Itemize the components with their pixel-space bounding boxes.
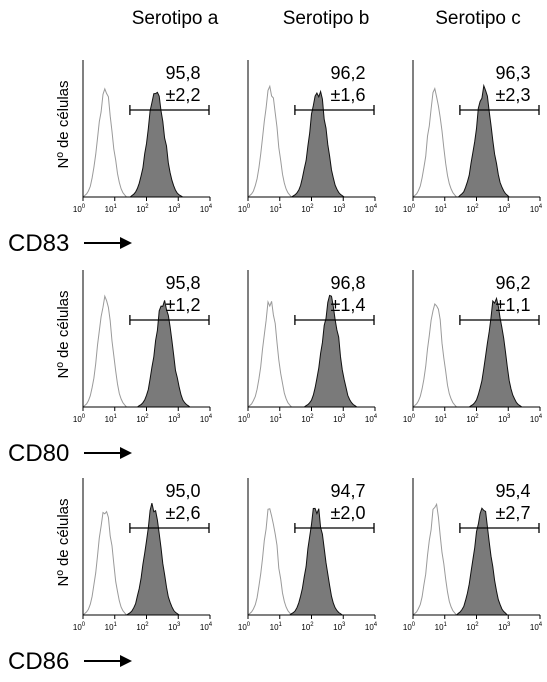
x-tick-label: 102 [136,414,149,424]
marker-histogram [248,507,375,616]
x-tick-label: 103 [333,414,346,424]
percent-label: 95,8 [165,63,200,83]
x-tick-label: 104 [530,414,543,424]
histogram-panel: 100 101 102 103 104 96,2±1,1 [403,270,543,424]
histogram-panel: 100 101 102 103 104 95,0±2,6 [73,478,213,632]
x-tick-label: 100 [403,622,416,632]
histogram-panel: 100 101 102 103 104 95,4±2,7 [403,478,543,632]
arrow-head [120,447,132,459]
marker-histogram [83,300,210,408]
percent-label: 96,2 [330,63,365,83]
x-tick-label: 101 [105,204,118,214]
x-tick-label: 104 [530,204,543,214]
sd-label: ±2,0 [331,503,366,523]
histogram-panel: 100 101 102 103 104 95,8±1,2 [73,270,213,424]
percent-label: 96,2 [495,273,530,293]
percent-label: 94,7 [330,481,365,501]
x-tick-label: 100 [403,204,416,214]
histogram-panel: 100 101 102 103 104 96,3±2,3 [403,60,543,214]
x-tick-label: 101 [270,622,283,632]
x-tick-label: 101 [435,204,448,214]
x-tick-label: 100 [238,414,251,424]
x-tick-label: 103 [333,204,346,214]
sd-label: ±1,6 [331,85,366,105]
x-tick-label: 103 [498,414,511,424]
x-tick-label: 100 [403,414,416,424]
x-tick-label: 102 [301,204,314,214]
x-tick-label: 104 [365,622,378,632]
histogram-panel: 100 101 102 103 104 96,8±1,4 [238,270,378,424]
x-tick-label: 101 [270,414,283,424]
y-axis-labels: Nº de células Nº de células Nº de células [55,80,72,586]
percent-label: 96,8 [330,273,365,293]
x-tick-label: 104 [365,414,378,424]
x-tick-label: 103 [168,622,181,632]
sd-label: ±2,2 [166,85,201,105]
sd-label: ±1,4 [331,295,366,315]
x-tick-label: 104 [530,622,543,632]
histogram-panel: 100 101 102 103 104 94,7±2,0 [238,478,378,632]
histogram-panel: 100 101 102 103 104 95,8±2,2 [73,60,213,214]
sd-label: ±2,3 [496,85,531,105]
x-tick-label: 101 [435,622,448,632]
x-tick-label: 100 [238,622,251,632]
y-axis-label: Nº de células [55,80,72,168]
control-histogram [247,300,375,408]
marker-histogram [248,89,375,198]
x-tick-label: 104 [200,414,213,424]
x-tick-label: 100 [73,204,86,214]
marker-label: CD86 [8,648,69,675]
column-titles: Serotipo a Serotipo b Serotipo c [132,8,521,29]
x-tick-label: 103 [168,414,181,424]
column-title: Serotipo b [283,8,370,29]
column-title: Serotipo a [132,8,219,29]
x-tick-label: 100 [73,414,86,424]
x-tick-label: 102 [466,622,479,632]
marker-histogram [83,91,210,198]
x-tick-label: 101 [270,204,283,214]
x-tick-label: 102 [466,204,479,214]
y-axis-label: Nº de células [55,290,72,378]
marker-label: CD83 [8,230,69,257]
y-axis-label: Nº de células [55,498,72,586]
x-tick-label: 104 [200,204,213,214]
percent-label: 95,0 [165,481,200,501]
arrow-head [120,655,132,667]
x-tick-label: 100 [238,204,251,214]
x-tick-label: 102 [136,622,149,632]
x-tick-label: 102 [136,204,149,214]
sd-label: ±2,7 [496,503,531,523]
arrow-head [120,237,132,249]
row-marker-labels: CD83 CD80 CD86 [8,230,132,675]
column-title: Serotipo c [435,8,521,29]
x-tick-label: 102 [466,414,479,424]
x-tick-label: 103 [498,204,511,214]
x-tick-label: 103 [498,622,511,632]
marker-label: CD80 [8,440,69,467]
percent-label: 95,4 [495,481,530,501]
histogram-panel: 100 101 102 103 104 96,2±1,6 [238,60,378,214]
x-tick-label: 102 [301,622,314,632]
x-tick-label: 102 [301,414,314,424]
x-tick-label: 103 [333,622,346,632]
sd-label: ±1,1 [496,295,531,315]
x-tick-label: 101 [105,622,118,632]
sd-label: ±1,2 [166,295,201,315]
x-tick-label: 103 [168,204,181,214]
x-tick-label: 104 [365,204,378,214]
percent-label: 95,8 [165,273,200,293]
x-tick-label: 100 [73,622,86,632]
x-tick-label: 101 [435,414,448,424]
sd-label: ±2,6 [166,503,201,523]
x-tick-label: 101 [105,414,118,424]
x-tick-label: 104 [200,622,213,632]
percent-label: 96,3 [495,63,530,83]
